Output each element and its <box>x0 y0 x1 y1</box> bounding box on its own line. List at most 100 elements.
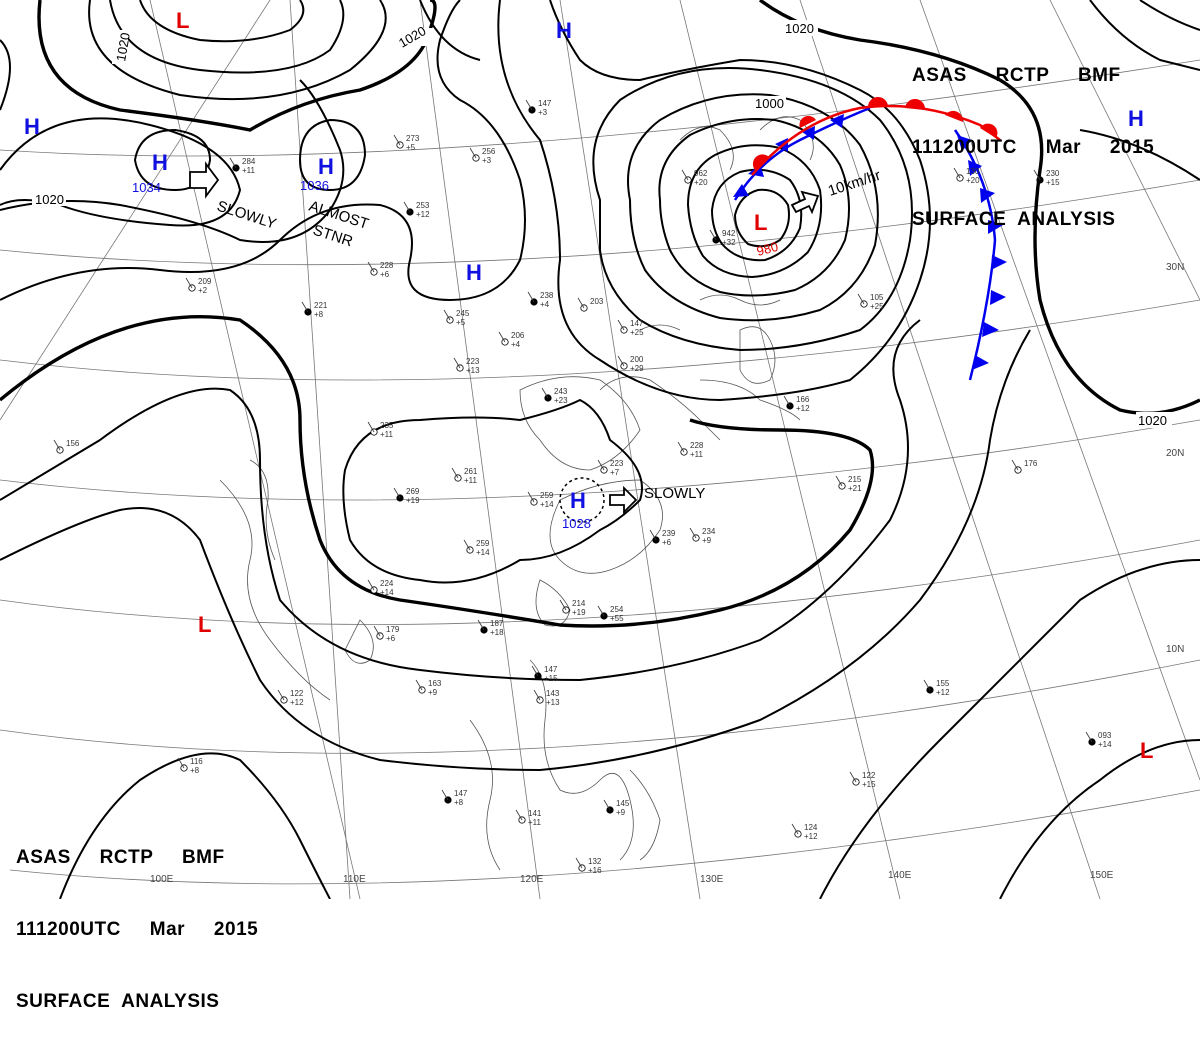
station-pressure: 254 <box>610 605 624 614</box>
station-tendency: +25 <box>630 328 644 337</box>
station-tendency: +5 <box>406 143 416 152</box>
station-tendency: +3 <box>482 156 492 165</box>
low-center-980: L <box>754 210 767 235</box>
station-wind-barb <box>783 395 791 407</box>
header-top-right: ASAS RCTP BMF 111200UTC Mar 2015 SURFACE… <box>912 16 1154 256</box>
lat-label-10n: 10N <box>1166 644 1184 655</box>
station-pressure: 200 <box>630 355 644 364</box>
station-wind-barb <box>531 665 539 677</box>
station-tendency: +19 <box>406 496 420 505</box>
movement-slowly-east: SLOWLY <box>644 485 705 502</box>
arrow-2 <box>609 485 638 515</box>
station-pressure: 187 <box>490 619 504 628</box>
station-pressure: 093 <box>1098 731 1112 740</box>
footer-title: ASAS RCTP BMF <box>16 847 225 868</box>
lon-label-140e: 140E <box>888 870 912 881</box>
station-tendency: +16 <box>588 866 602 875</box>
station-wind-barb <box>177 757 185 769</box>
isobar-label-1020-east: 1020 <box>1138 413 1167 428</box>
isobar-label-1020-nw: 1020 <box>113 31 133 62</box>
station-wind-barb <box>185 277 193 289</box>
coastlines <box>219 116 814 871</box>
cold-front <box>733 106 1007 381</box>
station-tendency: +15 <box>1046 178 1060 187</box>
station-wind-barb <box>541 387 549 399</box>
high-value-1028: 1028 <box>562 516 591 531</box>
station-wind-barb <box>857 293 865 305</box>
station-tendency: +5 <box>456 318 466 327</box>
station-wind-barb <box>953 167 961 179</box>
station-pressure: 239 <box>662 529 676 538</box>
low-value-980: 980 <box>755 239 780 259</box>
station-pressure: 214 <box>572 599 586 608</box>
station-pressure: 163 <box>428 679 442 688</box>
station-pressure: 147 <box>630 319 644 328</box>
station-pressure: 238 <box>540 291 554 300</box>
station-wind-barb <box>393 487 401 499</box>
header-analysis: SURFACE ANALYSIS <box>912 209 1116 230</box>
station-tendency: +20 <box>694 178 708 187</box>
station-wind-barb <box>681 169 689 181</box>
station-tendency: +11 <box>690 450 704 459</box>
station-wind-barb <box>597 459 605 471</box>
arrow-3 <box>790 190 820 215</box>
station-wind-barb <box>229 157 237 169</box>
station-wind-barb <box>575 857 583 869</box>
station-tendency: +6 <box>380 270 390 279</box>
station-pressure: 132 <box>588 857 602 866</box>
station-tendency: +4 <box>511 340 521 349</box>
station-wind-barb <box>603 799 611 811</box>
station-pressure: 228 <box>690 441 704 450</box>
station-wind-barb <box>477 619 485 631</box>
high-1028-outline <box>559 477 605 523</box>
station-wind-barb <box>1033 169 1041 181</box>
station-tendency: +6 <box>662 538 672 547</box>
isobars <box>0 0 1200 899</box>
station-wind-barb <box>393 134 401 146</box>
station-wind-barb <box>277 689 285 701</box>
station-wind-barb <box>649 529 657 541</box>
station-tendency: +12 <box>416 210 430 219</box>
station-wind-barb <box>367 261 375 273</box>
station-wind-barb <box>453 357 461 369</box>
station-wind-barb <box>1011 459 1019 471</box>
station-pressure: 206 <box>511 331 525 340</box>
station-tendency: +12 <box>290 698 304 707</box>
station-tendency: +3 <box>538 108 548 117</box>
lat-label-20n: 20N <box>1166 448 1184 459</box>
lon-label-110e: 110E <box>343 874 366 885</box>
station-tendency: +11 <box>380 430 394 439</box>
lat-label-30n: 30N <box>1166 262 1184 273</box>
station-pressure: 147 <box>538 99 552 108</box>
footer-datetime: 111200UTC Mar 2015 <box>16 919 259 940</box>
station-pressure: 147 <box>544 665 558 674</box>
station-tendency: +15 <box>544 674 558 683</box>
station-wind-barb <box>515 809 523 821</box>
station-wind-barb <box>1085 731 1093 743</box>
station-wind-barb <box>597 605 605 617</box>
header-title: ASAS RCTP BMF <box>912 65 1121 86</box>
station-wind-barb <box>463 539 471 551</box>
low-center-north: L <box>176 8 189 33</box>
station-pressure: 942 <box>722 229 736 238</box>
station-tendency: +11 <box>242 166 256 175</box>
station-wind-barb <box>791 823 799 835</box>
station-pressure: 143 <box>546 689 560 698</box>
station-tendency: +9 <box>702 536 712 545</box>
station-pressure: 166 <box>796 395 810 404</box>
station-pressure: 243 <box>554 387 568 396</box>
station-pressure: 962 <box>694 169 708 178</box>
station-wind-barb <box>403 201 411 213</box>
station-wind-barb <box>559 599 567 611</box>
station-pressure: 122 <box>862 771 876 780</box>
station-pressure: 179 <box>386 625 400 634</box>
station-pressure: 145 <box>616 799 630 808</box>
station-tendency: +11 <box>528 818 542 827</box>
station-pressure: 221 <box>314 301 328 310</box>
station-pressure: 176 <box>1024 459 1038 468</box>
station-wind-barb <box>367 421 375 433</box>
station-wind-barb <box>709 229 717 241</box>
station-wind-barb <box>923 679 931 691</box>
station-pressure: 269 <box>406 487 420 496</box>
station-wind-barb <box>689 527 697 539</box>
